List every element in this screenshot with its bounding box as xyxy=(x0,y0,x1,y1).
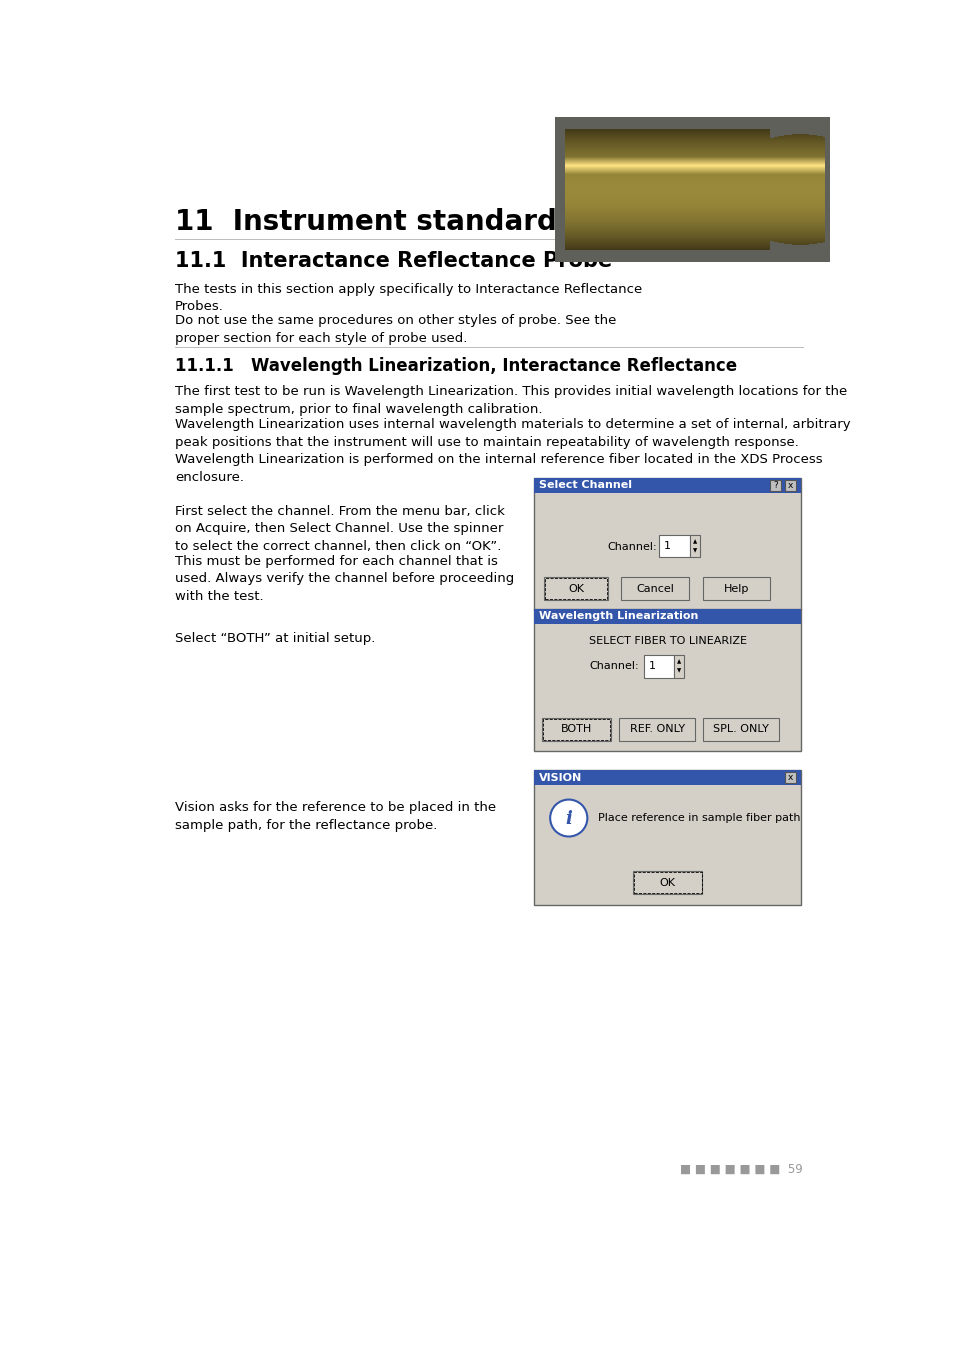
FancyBboxPatch shape xyxy=(541,718,611,741)
Text: ▲: ▲ xyxy=(692,539,696,544)
Text: ?: ? xyxy=(773,481,778,490)
Text: The tests in this section apply specifically to Interactance Reflectance
Probes.: The tests in this section apply specific… xyxy=(174,284,641,313)
FancyBboxPatch shape xyxy=(769,479,781,491)
Text: 1: 1 xyxy=(648,662,655,671)
Text: Channel:: Channel: xyxy=(607,541,657,552)
Text: This must be performed for each channel that is
used. Always verify the channel : This must be performed for each channel … xyxy=(174,555,514,602)
Text: BOTH: BOTH xyxy=(560,725,592,734)
Text: OK: OK xyxy=(568,583,583,594)
FancyBboxPatch shape xyxy=(689,535,699,558)
Text: Wavelength Linearization: Wavelength Linearization xyxy=(538,612,698,621)
FancyBboxPatch shape xyxy=(674,655,683,678)
FancyBboxPatch shape xyxy=(618,718,695,741)
FancyBboxPatch shape xyxy=(534,478,801,610)
Text: SELECT FIBER TO LINEARIZE: SELECT FIBER TO LINEARIZE xyxy=(588,636,746,645)
Text: 11.1.1   Wavelength Linearization, Interactance Reflectance: 11.1.1 Wavelength Linearization, Interac… xyxy=(174,356,737,375)
Text: 11.1  Interactance Reflectance Probe: 11.1 Interactance Reflectance Probe xyxy=(174,251,612,270)
Text: REF. ONLY: REF. ONLY xyxy=(629,725,684,734)
Text: Cancel: Cancel xyxy=(636,583,674,594)
Text: 11  Instrument standardization: 11 Instrument standardization xyxy=(174,208,662,236)
Text: ■ ■ ■ ■ ■ ■ ■  59: ■ ■ ■ ■ ■ ■ ■ 59 xyxy=(679,1162,802,1176)
Text: x: x xyxy=(786,481,792,490)
Text: VISION: VISION xyxy=(538,772,582,783)
FancyBboxPatch shape xyxy=(534,609,801,751)
Text: Channel:: Channel: xyxy=(589,662,639,671)
FancyBboxPatch shape xyxy=(659,535,689,558)
FancyBboxPatch shape xyxy=(534,478,801,493)
Text: Place reference in sample fiber path: Place reference in sample fiber path xyxy=(598,813,800,823)
Text: First select the channel. From the menu bar, click
on Acquire, then Select Chann: First select the channel. From the menu … xyxy=(174,505,504,552)
Text: ▼: ▼ xyxy=(677,668,680,674)
Text: Do not use the same procedures on other styles of probe. See the
proper section : Do not use the same procedures on other … xyxy=(174,315,616,346)
Text: x: x xyxy=(786,774,792,782)
FancyBboxPatch shape xyxy=(783,479,795,491)
FancyBboxPatch shape xyxy=(643,655,674,678)
Text: OK: OK xyxy=(659,878,675,888)
Text: Wavelength Linearization uses internal wavelength materials to determine a set o: Wavelength Linearization uses internal w… xyxy=(174,418,850,483)
FancyBboxPatch shape xyxy=(534,609,801,624)
Text: 1: 1 xyxy=(663,541,670,551)
Text: SPL. ONLY: SPL. ONLY xyxy=(712,725,768,734)
FancyBboxPatch shape xyxy=(702,718,778,741)
FancyBboxPatch shape xyxy=(534,771,801,904)
Text: Vision asks for the reference to be placed in the
sample path, for the reflectan: Vision asks for the reference to be plac… xyxy=(174,801,496,832)
FancyBboxPatch shape xyxy=(620,576,688,601)
FancyBboxPatch shape xyxy=(543,576,608,601)
Text: i: i xyxy=(565,810,572,828)
Circle shape xyxy=(550,799,587,837)
FancyBboxPatch shape xyxy=(702,576,769,601)
FancyBboxPatch shape xyxy=(534,771,801,786)
FancyBboxPatch shape xyxy=(783,772,795,783)
Text: Select Channel: Select Channel xyxy=(538,481,632,490)
Text: Help: Help xyxy=(723,583,748,594)
Text: Select “BOTH” at initial setup.: Select “BOTH” at initial setup. xyxy=(174,632,375,645)
Text: ▼: ▼ xyxy=(692,548,696,554)
Text: ▲: ▲ xyxy=(677,659,680,664)
FancyBboxPatch shape xyxy=(632,871,701,894)
Text: The first test to be run is Wavelength Linearization. This provides initial wave: The first test to be run is Wavelength L… xyxy=(174,385,846,416)
